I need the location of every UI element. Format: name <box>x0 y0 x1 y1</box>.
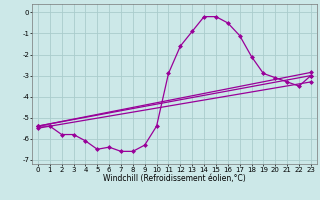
X-axis label: Windchill (Refroidissement éolien,°C): Windchill (Refroidissement éolien,°C) <box>103 174 246 183</box>
